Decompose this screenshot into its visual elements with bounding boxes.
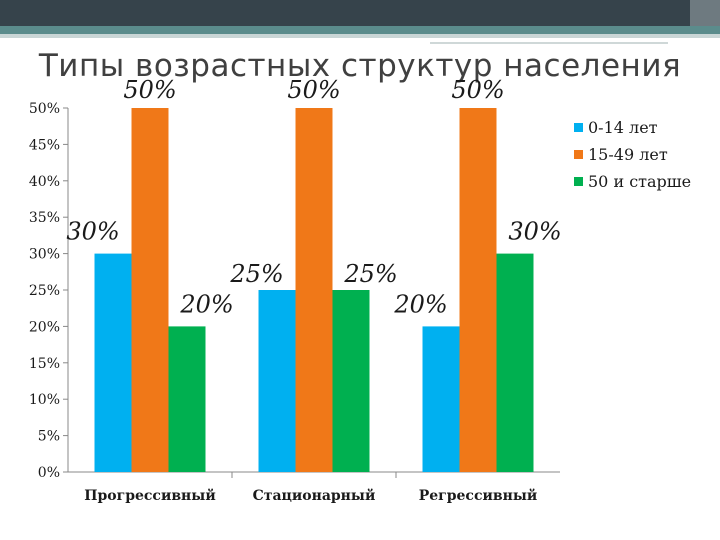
- y-tick-label: 40%: [29, 174, 60, 190]
- bar: [332, 290, 370, 472]
- x-tick-label: Регрессивный: [419, 487, 538, 504]
- legend-swatch: [574, 150, 583, 159]
- bar: [459, 108, 497, 472]
- data-label: 50%: [123, 76, 176, 104]
- legend-label: 0-14 лет: [588, 118, 658, 137]
- data-label: 25%: [229, 260, 283, 288]
- y-tick-label: 25%: [29, 283, 60, 299]
- decorative-line: [430, 42, 668, 44]
- y-tick-label: 45%: [29, 137, 60, 153]
- data-label: 50%: [287, 76, 340, 104]
- y-tick-label: 50%: [29, 101, 60, 117]
- bar: [94, 253, 132, 472]
- chart-legend: 0-14 лет 15-49 лет 50 и старше: [574, 114, 691, 195]
- legend-label: 15-49 лет: [588, 145, 668, 164]
- y-tick-label: 20%: [29, 319, 60, 335]
- header-stripe: [0, 26, 720, 34]
- data-label: 20%: [393, 290, 447, 318]
- header-bar-dark: [0, 0, 690, 26]
- y-tick-label: 5%: [38, 429, 60, 445]
- data-label: 25%: [343, 260, 397, 288]
- slide-title: Типы возрастных структур населения: [38, 48, 682, 84]
- y-tick-label: 0%: [38, 465, 60, 481]
- bar: [422, 326, 460, 472]
- x-tick-label: Стационарный: [253, 487, 376, 504]
- legend-label: 50 и старше: [588, 172, 692, 191]
- legend-swatch: [574, 123, 583, 132]
- data-label: 50%: [451, 76, 504, 104]
- legend-item: 0-14 лет: [574, 114, 691, 141]
- y-tick-label: 10%: [29, 392, 60, 408]
- bar: [168, 326, 206, 472]
- bar: [258, 290, 296, 472]
- bar: [295, 108, 333, 472]
- legend-item: 50 и старше: [574, 168, 691, 195]
- header-stripe-light: [0, 34, 720, 38]
- bar: [131, 108, 169, 472]
- data-label: 30%: [66, 218, 119, 246]
- y-tick-label: 35%: [29, 210, 60, 226]
- legend-swatch: [574, 177, 583, 186]
- y-tick-label: 30%: [29, 247, 60, 263]
- x-tick-label: Прогрессивный: [84, 487, 215, 504]
- data-label: 30%: [508, 218, 561, 246]
- data-label: 20%: [179, 290, 233, 318]
- legend-item: 15-49 лет: [574, 141, 691, 168]
- y-tick-label: 15%: [29, 356, 60, 372]
- bar: [496, 253, 534, 472]
